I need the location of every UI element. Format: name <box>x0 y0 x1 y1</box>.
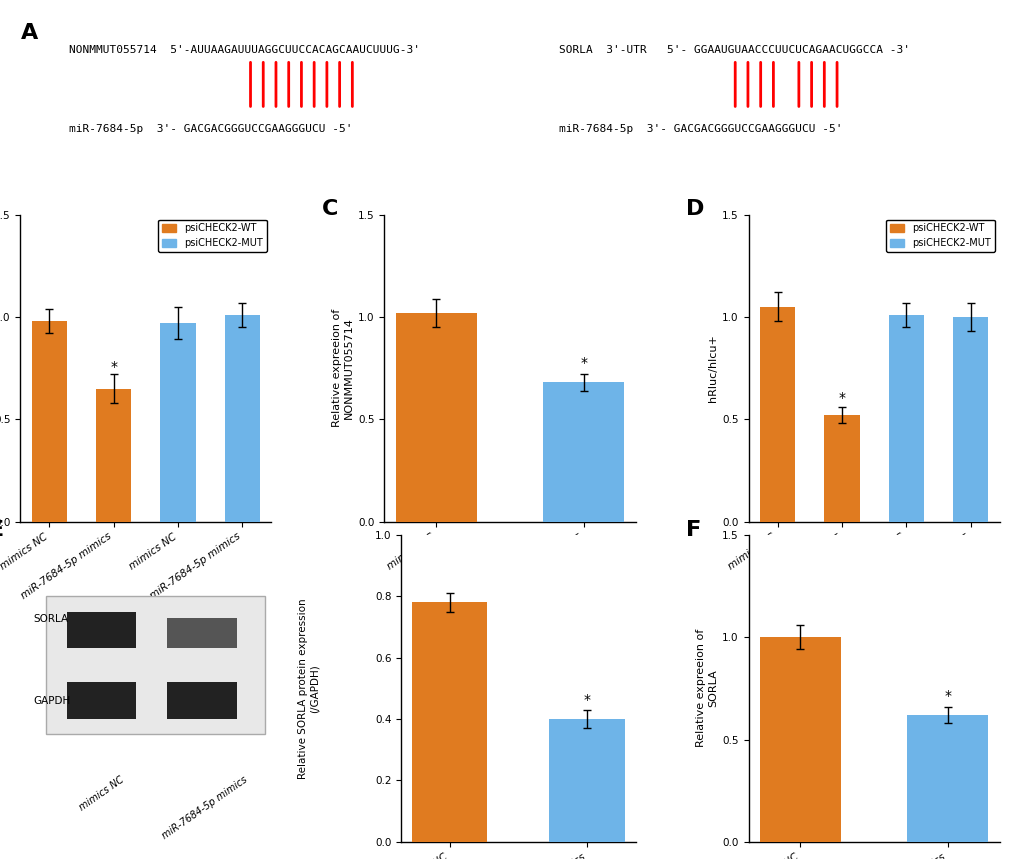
Text: E: E <box>0 520 5 539</box>
Text: miR-7684-5p mimics: miR-7684-5p mimics <box>160 774 249 841</box>
Bar <box>96 388 131 521</box>
Text: SORLA  3'-UTR   5'- GGAAUGUAACCCUUCUCAGAACUGGCCA -3': SORLA 3'-UTR 5'- GGAAUGUAACCCUUCUCAGAACU… <box>558 45 909 55</box>
Text: *: * <box>580 356 587 370</box>
Bar <box>906 715 987 842</box>
Y-axis label: Relative expreeion of
NONMMUT055714: Relative expreeion of NONMMUT055714 <box>332 309 354 427</box>
FancyBboxPatch shape <box>167 618 236 649</box>
Bar <box>952 317 987 521</box>
Text: mimics NC: mimics NC <box>77 774 125 813</box>
Text: F: F <box>685 520 700 539</box>
Text: C: C <box>321 199 337 219</box>
Text: GAPDH: GAPDH <box>34 696 70 705</box>
Text: miR-7684-5p  3'- GACGACGGGUCCGAAGGGUCU -5': miR-7684-5p 3'- GACGACGGGUCCGAAGGGUCU -5… <box>69 124 353 134</box>
Bar <box>759 637 840 842</box>
Text: D: D <box>685 199 703 219</box>
Bar <box>224 315 260 521</box>
Legend: psiCHECK2-WT, psiCHECK2-MUT: psiCHECK2-WT, psiCHECK2-MUT <box>158 220 266 253</box>
FancyBboxPatch shape <box>167 682 236 719</box>
Bar <box>888 315 923 521</box>
FancyBboxPatch shape <box>66 612 137 649</box>
Text: SORLA: SORLA <box>34 614 68 624</box>
Text: F: F <box>685 520 700 539</box>
Bar <box>395 313 477 521</box>
Text: *: * <box>838 391 845 405</box>
Text: *: * <box>944 689 951 703</box>
Legend: psiCHECK2-WT, psiCHECK2-MUT: psiCHECK2-WT, psiCHECK2-MUT <box>884 220 994 253</box>
Text: NONMMUT055714  5'-AUUAAGAUUUAGGCUUCCACAGCAAUCUUUG-3': NONMMUT055714 5'-AUUAAGAUUUAGGCUUCCACAGC… <box>69 45 420 55</box>
Bar <box>32 321 67 521</box>
Text: miR-7684-5p  3'- GACGACGGGUCCGAAGGGUCU -5': miR-7684-5p 3'- GACGACGGGUCCGAAGGGUCU -5… <box>558 124 842 134</box>
Bar <box>759 307 795 521</box>
Bar <box>160 323 196 521</box>
Bar <box>412 602 487 842</box>
Y-axis label: hRluc/hlcu+: hRluc/hlcu+ <box>707 334 717 402</box>
Text: A: A <box>20 22 38 43</box>
FancyBboxPatch shape <box>66 682 137 719</box>
Y-axis label: Relative expreeion of
SORLA: Relative expreeion of SORLA <box>696 630 717 747</box>
Y-axis label: Relative SORLA protein expression
(/GAPDH): Relative SORLA protein expression (/GAPD… <box>298 598 319 778</box>
Text: *: * <box>110 360 117 375</box>
Text: *: * <box>583 692 590 707</box>
Bar <box>542 382 624 521</box>
Bar <box>823 415 859 521</box>
FancyBboxPatch shape <box>46 596 265 734</box>
Bar <box>549 719 625 842</box>
